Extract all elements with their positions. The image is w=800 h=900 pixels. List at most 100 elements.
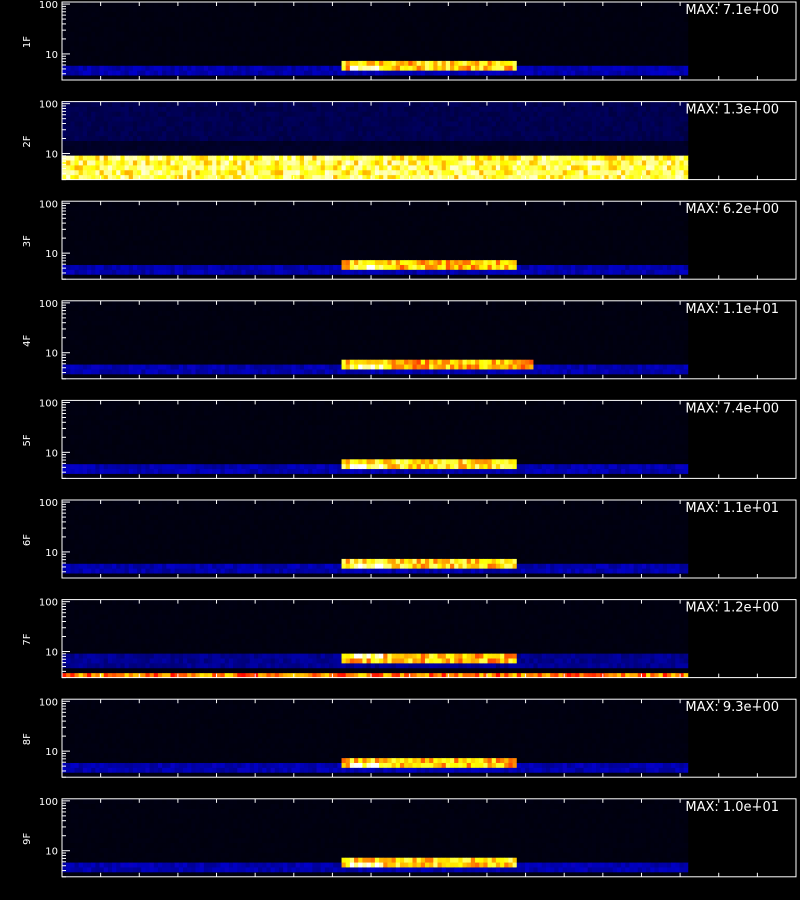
heatmap-cell xyxy=(371,121,376,126)
heatmap-cell xyxy=(442,36,447,41)
heatmap-cell xyxy=(175,2,180,7)
heatmap-cell xyxy=(609,111,614,116)
heatmap-cell xyxy=(488,145,493,150)
heatmap-cell xyxy=(412,12,417,17)
heatmap-cell xyxy=(308,22,313,27)
heatmap-cell xyxy=(454,61,459,66)
heatmap-cell xyxy=(542,102,547,107)
heatmap-cell xyxy=(621,65,626,70)
heatmap-cell xyxy=(342,31,347,36)
heatmap-cell xyxy=(463,116,468,121)
heatmap-cell xyxy=(308,56,313,61)
heatmap-cell xyxy=(433,102,438,107)
heatmap-cell xyxy=(646,155,651,160)
heatmap-cell xyxy=(412,116,417,121)
heatmap-cell xyxy=(417,126,422,131)
heatmap-cell xyxy=(446,136,451,141)
heatmap-cell xyxy=(659,12,664,17)
heatmap-cell xyxy=(500,22,505,27)
heatmap-cell xyxy=(304,121,309,126)
heatmap-cell xyxy=(70,136,75,141)
heatmap-cell xyxy=(129,12,134,17)
heatmap-cell xyxy=(517,121,522,126)
heatmap-cell xyxy=(66,240,71,245)
heatmap-cell xyxy=(296,70,301,75)
heatmap-cell xyxy=(116,136,121,141)
heatmap-cell xyxy=(145,56,150,61)
heatmap-cell xyxy=(525,70,530,75)
heatmap-cell xyxy=(613,61,618,66)
heatmap-cell xyxy=(70,165,75,170)
heatmap-cell xyxy=(358,26,363,31)
heatmap-cell xyxy=(66,211,71,216)
heatmap-cell xyxy=(350,70,355,75)
heatmap-cell xyxy=(446,51,451,56)
heatmap-cell xyxy=(638,141,643,146)
heatmap-cell xyxy=(62,51,67,56)
heatmap-cell xyxy=(563,17,568,22)
heatmap-cell xyxy=(362,126,367,131)
heatmap-cell xyxy=(137,41,142,46)
heatmap-cell xyxy=(145,61,150,66)
heatmap-cell xyxy=(258,31,263,36)
heatmap-cell xyxy=(679,160,684,165)
heatmap-cell xyxy=(392,170,397,175)
heatmap-cell xyxy=(175,17,180,22)
heatmap-cell xyxy=(75,121,80,126)
heatmap-cell xyxy=(538,136,543,141)
heatmap-cell xyxy=(216,31,221,36)
heatmap-cell xyxy=(271,17,276,22)
heatmap-cell xyxy=(342,111,347,116)
heatmap-cell xyxy=(575,121,580,126)
heatmap-cell xyxy=(321,22,326,27)
heatmap-cell xyxy=(517,150,522,155)
heatmap-cell xyxy=(187,17,192,22)
heatmap-cell xyxy=(95,106,100,111)
heatmap-cell xyxy=(250,36,255,41)
heatmap-cell xyxy=(675,70,680,75)
heatmap-cell xyxy=(116,2,121,7)
heatmap-cell xyxy=(471,150,476,155)
heatmap-cell xyxy=(275,155,280,160)
heatmap-cell xyxy=(350,111,355,116)
heatmap-cell xyxy=(371,26,376,31)
heatmap-cell xyxy=(404,126,409,131)
heatmap-cell xyxy=(129,22,134,27)
heatmap-cell xyxy=(304,131,309,136)
heatmap-cell xyxy=(617,102,622,107)
heatmap-cell xyxy=(312,121,317,126)
heatmap-cell xyxy=(504,26,509,31)
heatmap-cell xyxy=(387,102,392,107)
heatmap-cell xyxy=(613,141,618,146)
heatmap-cell xyxy=(584,65,589,70)
heatmap-cell xyxy=(667,56,672,61)
heatmap-cell xyxy=(663,61,668,66)
heatmap-cell xyxy=(550,51,555,56)
heatmap-cell xyxy=(221,136,226,141)
heatmap-cell xyxy=(225,160,230,165)
heatmap-cell xyxy=(212,126,217,131)
heatmap-cell xyxy=(266,65,271,70)
heatmap-cell xyxy=(463,70,468,75)
heatmap-cell xyxy=(129,155,134,160)
heatmap-cell xyxy=(596,145,601,150)
heatmap-cell xyxy=(500,126,505,131)
heatmap-cell xyxy=(70,260,75,265)
heatmap-cell xyxy=(412,136,417,141)
heatmap-cell xyxy=(646,2,651,7)
heatmap-cell xyxy=(162,31,167,36)
heatmap-cell xyxy=(291,56,296,61)
heatmap-cell xyxy=(183,41,188,46)
heatmap-cell xyxy=(642,36,647,41)
heatmap-cell xyxy=(375,2,380,7)
heatmap-cell xyxy=(129,150,134,155)
heatmap-cell xyxy=(483,22,488,27)
heatmap-cell xyxy=(508,2,513,7)
heatmap-cell xyxy=(454,102,459,107)
heatmap-cell xyxy=(321,150,326,155)
heatmap-cell xyxy=(133,126,138,131)
heatmap-cell xyxy=(563,111,568,116)
heatmap-cell xyxy=(133,111,138,116)
heatmap-cell xyxy=(467,106,472,111)
heatmap-cell xyxy=(438,51,443,56)
